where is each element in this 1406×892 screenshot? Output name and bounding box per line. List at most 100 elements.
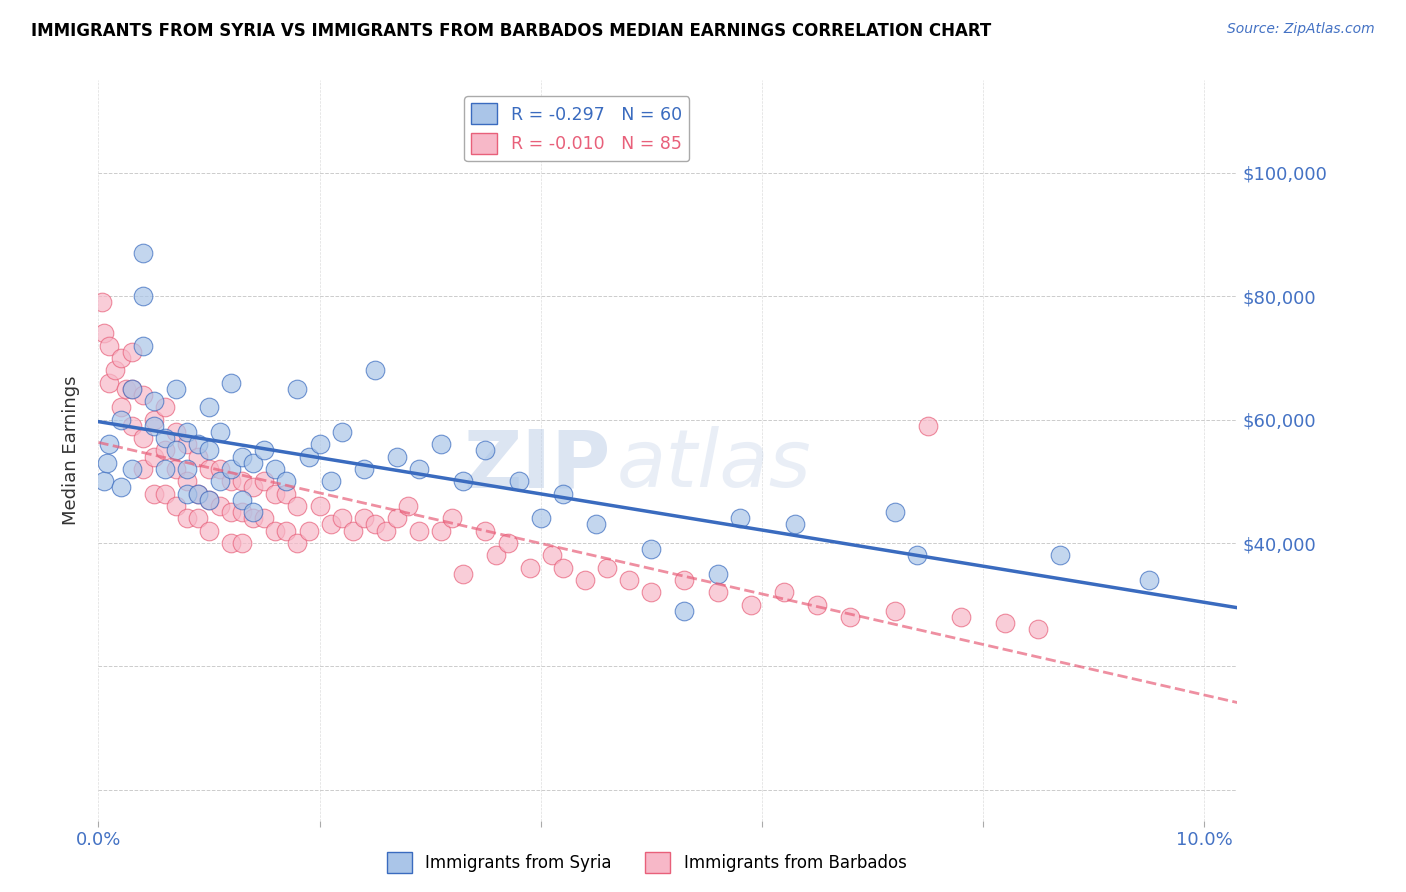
Point bbox=[209, 425, 232, 439]
Point bbox=[640, 585, 662, 599]
Point bbox=[342, 524, 364, 538]
Point bbox=[176, 425, 198, 439]
Point bbox=[153, 443, 176, 458]
Point bbox=[231, 505, 253, 519]
Point bbox=[121, 418, 143, 433]
Point bbox=[673, 604, 696, 618]
Point bbox=[253, 443, 276, 458]
Point bbox=[165, 462, 187, 476]
Point bbox=[142, 394, 165, 409]
Point bbox=[142, 450, 165, 464]
Text: Source: ZipAtlas.com: Source: ZipAtlas.com bbox=[1227, 22, 1375, 37]
Point bbox=[187, 486, 209, 500]
Point bbox=[142, 486, 165, 500]
Point bbox=[474, 443, 496, 458]
Point bbox=[364, 363, 387, 377]
Point bbox=[706, 585, 728, 599]
Point bbox=[131, 388, 153, 402]
Point bbox=[396, 499, 419, 513]
Point bbox=[994, 616, 1017, 631]
Point bbox=[883, 505, 905, 519]
Point bbox=[209, 499, 232, 513]
Point bbox=[131, 246, 153, 260]
Point bbox=[121, 382, 143, 396]
Point bbox=[430, 437, 453, 451]
Point bbox=[330, 511, 353, 525]
Point bbox=[551, 560, 574, 574]
Point bbox=[131, 289, 153, 303]
Point bbox=[519, 560, 541, 574]
Point bbox=[673, 573, 696, 587]
Point bbox=[219, 376, 242, 390]
Point bbox=[131, 462, 153, 476]
Point bbox=[596, 560, 619, 574]
Point bbox=[242, 456, 264, 470]
Point bbox=[131, 338, 153, 352]
Point bbox=[1026, 623, 1049, 637]
Point bbox=[115, 382, 138, 396]
Point bbox=[198, 443, 221, 458]
Point bbox=[110, 480, 132, 494]
Y-axis label: Median Earnings: Median Earnings bbox=[62, 376, 80, 525]
Point bbox=[104, 363, 127, 377]
Point bbox=[508, 475, 530, 489]
Legend: R = -0.297   N = 60, R = -0.010   N = 85: R = -0.297 N = 60, R = -0.010 N = 85 bbox=[464, 96, 689, 161]
Point bbox=[806, 598, 828, 612]
Point bbox=[121, 382, 143, 396]
Point bbox=[474, 524, 496, 538]
Point bbox=[153, 486, 176, 500]
Point bbox=[98, 338, 121, 352]
Point bbox=[264, 524, 287, 538]
Point bbox=[231, 475, 253, 489]
Text: IMMIGRANTS FROM SYRIA VS IMMIGRANTS FROM BARBADOS MEDIAN EARNINGS CORRELATION CH: IMMIGRANTS FROM SYRIA VS IMMIGRANTS FROM… bbox=[31, 22, 991, 40]
Point bbox=[90, 295, 112, 310]
Point bbox=[530, 511, 553, 525]
Point bbox=[198, 492, 221, 507]
Point bbox=[385, 511, 408, 525]
Point bbox=[551, 486, 574, 500]
Legend: Immigrants from Syria, Immigrants from Barbados: Immigrants from Syria, Immigrants from B… bbox=[381, 846, 912, 880]
Point bbox=[231, 536, 253, 550]
Point bbox=[453, 566, 475, 581]
Point bbox=[839, 610, 862, 624]
Point bbox=[408, 524, 430, 538]
Point bbox=[98, 437, 121, 451]
Point bbox=[198, 524, 221, 538]
Point bbox=[485, 549, 508, 563]
Point bbox=[93, 475, 115, 489]
Point bbox=[165, 382, 187, 396]
Point bbox=[153, 462, 176, 476]
Point bbox=[176, 511, 198, 525]
Point bbox=[917, 418, 939, 433]
Point bbox=[905, 549, 928, 563]
Point bbox=[496, 536, 519, 550]
Point bbox=[353, 511, 375, 525]
Point bbox=[198, 462, 221, 476]
Point bbox=[187, 437, 209, 451]
Point bbox=[209, 475, 232, 489]
Point bbox=[242, 511, 264, 525]
Point bbox=[783, 517, 806, 532]
Point bbox=[287, 536, 309, 550]
Point bbox=[231, 492, 253, 507]
Point bbox=[176, 462, 198, 476]
Point bbox=[96, 456, 118, 470]
Point bbox=[142, 412, 165, 426]
Point bbox=[949, 610, 972, 624]
Point bbox=[374, 524, 396, 538]
Point bbox=[297, 524, 319, 538]
Point bbox=[219, 475, 242, 489]
Point bbox=[385, 450, 408, 464]
Point bbox=[198, 492, 221, 507]
Point bbox=[165, 443, 187, 458]
Point bbox=[264, 462, 287, 476]
Text: ZIP: ZIP bbox=[464, 426, 612, 504]
Point bbox=[441, 511, 464, 525]
Point bbox=[287, 499, 309, 513]
Point bbox=[453, 475, 475, 489]
Point bbox=[253, 511, 276, 525]
Point bbox=[198, 401, 221, 415]
Point bbox=[93, 326, 115, 341]
Point bbox=[728, 511, 751, 525]
Point bbox=[353, 462, 375, 476]
